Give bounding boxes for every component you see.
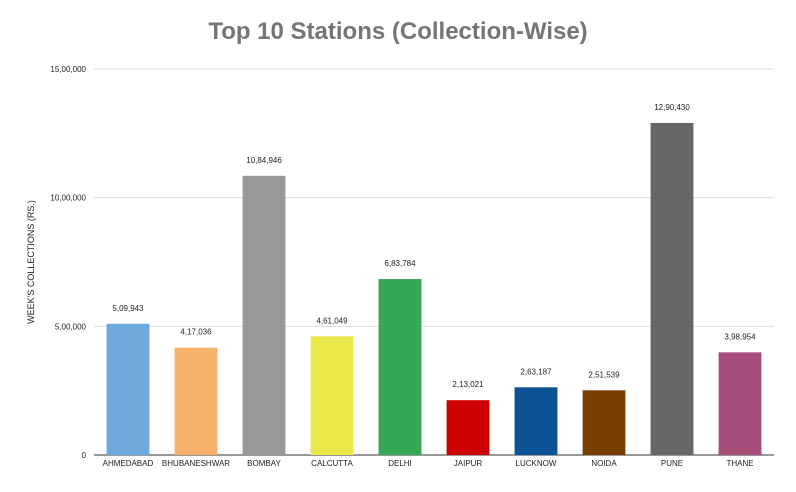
data-label: 10,84,946 (246, 156, 282, 165)
data-label: 4,61,049 (316, 316, 348, 325)
data-label: 2,13,021 (452, 380, 484, 389)
category-label: DELHI (388, 459, 412, 468)
y-tick-label: 5,00,000 (55, 322, 87, 331)
category-label: NOIDA (591, 459, 617, 468)
category-label: BOMBAY (247, 459, 281, 468)
category-label: BHUBANESHWAR (162, 459, 230, 468)
bar-bombay (242, 175, 286, 455)
chart-title: Top 10 Stations (Collection-Wise) (208, 18, 588, 45)
bar-calcutta (310, 336, 354, 455)
y-tick-label: 15,00,000 (50, 65, 86, 74)
category-label: JAIPUR (454, 459, 483, 468)
bar-jaipur (446, 400, 490, 455)
bar-pune (650, 122, 694, 455)
data-label: 6,83,784 (384, 259, 416, 268)
data-labels: 5,09,943 4,17,036 10,84,946 4,61,049 6,83,78… (112, 103, 756, 389)
category-label: LUCKNOW (516, 459, 557, 468)
y-tick-label: 10,00,000 (50, 194, 86, 203)
y-axis-title: WEEK'S COLLECTIONS (RS.) (26, 200, 36, 324)
bar-ahmedabad (106, 323, 150, 455)
bar-bhubaneshwar (174, 347, 218, 455)
category-label: THANE (726, 459, 753, 468)
bar-thane (718, 352, 762, 455)
bars (106, 122, 762, 455)
data-label: 3,98,954 (724, 332, 756, 341)
bar-delhi (378, 279, 422, 455)
category-label: AHMEDABAD (103, 459, 154, 468)
data-label: 2,63,187 (520, 367, 552, 376)
data-label: 2,51,539 (588, 370, 620, 379)
data-label: 12,90,430 (654, 103, 690, 112)
data-label: 5,09,943 (112, 304, 144, 313)
bar-noida (582, 390, 626, 455)
bar-lucknow (514, 387, 558, 455)
y-axis-ticks: 0 5,00,000 10,00,000 15,00,000 (50, 65, 86, 460)
category-label: CALCUTTA (311, 459, 353, 468)
category-label: PUNE (661, 459, 683, 468)
data-label: 4,17,036 (180, 328, 212, 337)
y-tick-label: 0 (82, 451, 87, 460)
category-labels: AHMEDABAD BHUBANESHWAR BOMBAY CALCUTTA DELHI… (103, 459, 754, 468)
